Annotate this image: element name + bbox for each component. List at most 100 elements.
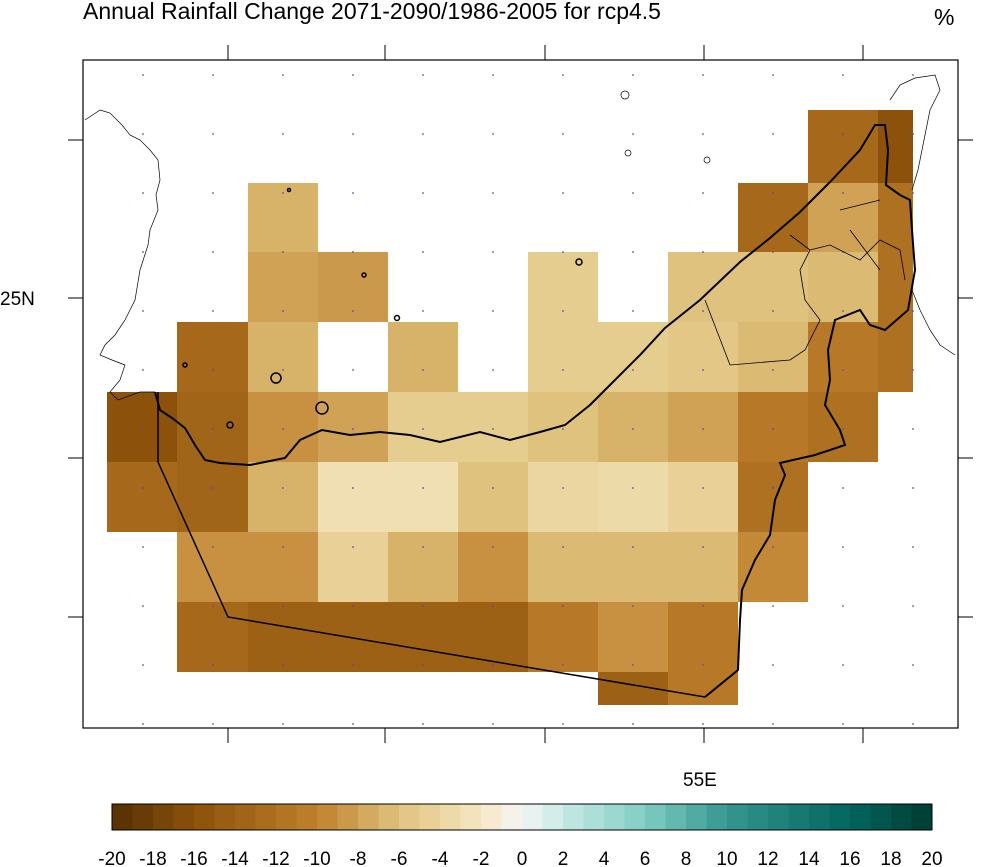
grid-point [492,133,494,135]
grid-point [912,192,914,194]
grid-point [842,369,844,371]
offshore-islands [182,90,711,429]
grid-point [702,428,704,430]
national-border [157,392,706,698]
grid-point [632,74,634,76]
grid-cell [598,392,668,462]
grid-cell [458,532,528,602]
grid-point [912,74,914,76]
colorbar-swatch [686,804,707,830]
grid-point [492,251,494,253]
grid-point [212,664,214,666]
east-coastline [889,74,956,356]
colorbar-swatch [399,804,420,830]
grid-point [282,487,284,489]
colorbar-tick-label: -6 [391,849,408,867]
grid-cell [598,322,668,392]
colorbar [111,803,933,831]
grid-point [212,74,214,76]
grid-point [912,428,914,430]
grid-cell [248,532,318,602]
grid-point [142,605,144,607]
grid-point [492,74,494,76]
grid-point [702,133,704,135]
grid-point [702,605,704,607]
grid-point [562,369,564,371]
grid-cell [177,602,248,672]
grid-point [562,133,564,135]
grid-point [772,605,774,607]
colorbar-swatch [542,804,564,830]
grid-point [422,428,424,430]
grid-point [772,369,774,371]
colorbar-swatch [337,804,359,830]
colorbar-tick-label: 14 [798,849,820,867]
colorbar-swatch [809,804,830,830]
grid-point [422,133,424,135]
grid-point [212,723,214,725]
colorbar-swatch [501,804,523,830]
colorbar-swatch [788,804,810,830]
grid-cell [808,110,878,183]
colorbar-swatch [891,804,912,830]
grid-point [772,723,774,725]
colorbar-swatch [850,804,871,830]
colorbar-tick-label: -14 [221,849,249,867]
grid-cell [388,462,458,532]
grid-cell [668,602,738,672]
grid-point [842,664,844,666]
colorbar-swatch [153,804,174,830]
grid-point [492,428,494,430]
grid-point [912,133,914,135]
colorbar-tick-label: -10 [303,849,330,867]
grid-cell [738,462,808,532]
grid-cell [388,532,458,602]
grid-cell [668,392,738,462]
grid-point [422,664,424,666]
grid-cell [107,462,177,532]
grid-cell [107,392,177,462]
colorbar-swatch [276,804,297,830]
uae-coastline [154,124,917,698]
grid-cell [248,322,318,392]
grid-point [842,546,844,548]
grid-point [842,192,844,194]
colorbar-swatch [624,804,646,830]
grid-point [142,664,144,666]
grid-point [562,546,564,548]
grid-point [142,74,144,76]
grid-cell [177,392,248,462]
axis-ticks [68,45,973,743]
grid-point [282,74,284,76]
colorbar-tick-label: -20 [98,849,125,867]
grid-point [492,605,494,607]
grid-point [422,605,424,607]
grid-point [632,251,634,253]
grid-point [282,546,284,548]
grid-point [492,546,494,548]
grid-point [632,664,634,666]
grid-point [422,192,424,194]
grid-points [142,74,914,725]
grid-point [422,251,424,253]
grid-point [632,605,634,607]
grid-point [772,546,774,548]
colorbar-tick-label: 4 [599,849,610,867]
units-label: % [934,4,955,30]
grid-cell [878,110,913,183]
grid-point [422,546,424,548]
colorbar-swatch [378,804,400,830]
colorbar-swatch [870,804,892,830]
grid-point [562,723,564,725]
colorbar-swatch [235,804,256,830]
grid-point [842,310,844,312]
lat-label-25n: 25N [0,289,35,310]
grid-cell [318,602,388,672]
grid-cell [458,462,528,532]
grid-point [772,133,774,135]
colorbar-swatch [583,804,605,830]
grid-point [632,133,634,135]
grid-cell [248,462,318,532]
grid-point [142,369,144,371]
colorbar-outline [111,803,933,831]
